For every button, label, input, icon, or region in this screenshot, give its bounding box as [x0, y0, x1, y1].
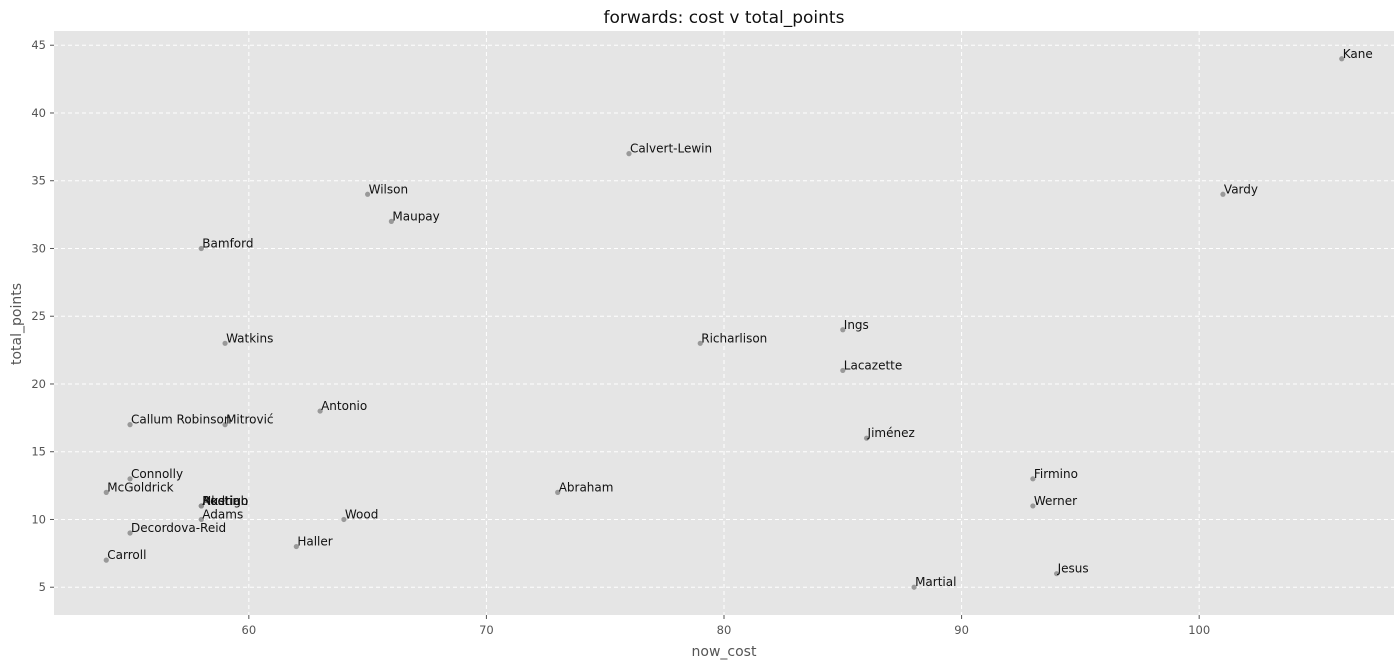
- point-label: Jesus: [1057, 562, 1089, 576]
- point-labels: Kane Calvert-Lewin Vardy Wilson Maupay Bamfor…: [107, 47, 1372, 589]
- scatter-point: [103, 557, 109, 563]
- y-axis-label: total_points: [9, 283, 25, 365]
- point-label: Jiménez: [867, 426, 915, 440]
- scatter-point: [293, 543, 299, 550]
- axis-ticks: 60 70 80 90 100 5 10 15 20 25 30 35 40 45: [31, 38, 1210, 637]
- point-label: Wilson: [369, 182, 408, 196]
- x-tick-label: 90: [954, 623, 969, 637]
- scatter-point: [863, 435, 870, 441]
- point-label: Haller: [297, 535, 332, 549]
- point-label: Bamford: [202, 236, 253, 250]
- scatter-point: [911, 584, 917, 590]
- scatter-point: [388, 218, 394, 224]
- point-label: Wood: [345, 507, 378, 521]
- point-label: Lacazette: [844, 358, 902, 372]
- scatter-point: [365, 191, 371, 197]
- point-label: Martial: [915, 575, 956, 589]
- y-tick-label: 5: [39, 580, 46, 594]
- x-tick-label: 80: [717, 623, 732, 637]
- point-label: Calvert-Lewin: [630, 142, 712, 156]
- point-label: Maupay: [392, 209, 439, 223]
- scatter-point: [1339, 56, 1345, 62]
- y-tick-label: 15: [31, 445, 46, 459]
- y-tick-label: 35: [31, 174, 46, 188]
- point-label: Vardy: [1224, 182, 1258, 196]
- scatter-point: [1030, 503, 1036, 509]
- point-label: Richarlison: [701, 331, 767, 345]
- point-label: Connolly: [131, 467, 183, 481]
- scatter-point: [222, 422, 228, 428]
- scatter-point: [127, 476, 133, 482]
- scatter-point: [103, 489, 109, 495]
- scatter-point: [222, 340, 228, 346]
- point-label: Adams: [202, 507, 243, 521]
- y-tick-label: 30: [31, 241, 46, 255]
- point-label: Ings: [844, 318, 869, 332]
- y-tick-label: 20: [31, 377, 46, 391]
- point-label: McGoldrick: [107, 480, 173, 494]
- point-label: Abraham: [559, 480, 614, 494]
- scatter-point: [697, 340, 703, 346]
- scatter-point: [1030, 476, 1036, 482]
- point-label: Werner: [1034, 494, 1077, 508]
- point-label: Watkins: [226, 331, 273, 345]
- y-tick-label: 45: [31, 38, 46, 52]
- x-tick-label: 70: [479, 623, 494, 637]
- scatter-point: [198, 245, 204, 252]
- point-label: Firmino: [1034, 467, 1078, 481]
- point-label: Antonio: [321, 399, 367, 413]
- point-label: Austin: [202, 494, 240, 508]
- y-tick-label: 10: [31, 512, 46, 526]
- scatter-point: [127, 530, 133, 536]
- x-tick-label: 100: [1188, 623, 1210, 637]
- scatter-point: [198, 503, 204, 509]
- scatter-point: [341, 516, 347, 523]
- y-tick-label: 25: [31, 309, 46, 323]
- scatter-point: [1220, 191, 1226, 197]
- scatter-point: [198, 516, 204, 523]
- scatter-point: [840, 327, 846, 333]
- chart-title: forwards: cost v total_points: [604, 8, 845, 28]
- scatter-point: [127, 422, 133, 428]
- scatter-point: [840, 367, 846, 374]
- point-label: Rodrigo: [202, 494, 248, 508]
- point-label: Decordova-Reid: [131, 521, 226, 535]
- point-label: Mitrović: [226, 413, 273, 427]
- point-label: Callum Robinson: [131, 413, 231, 427]
- scatter-point: [317, 408, 323, 414]
- x-tick-label: 60: [242, 623, 257, 637]
- grid-lines: [54, 31, 1394, 615]
- y-tick-label: 40: [31, 106, 46, 120]
- scatter-point: [1054, 571, 1060, 577]
- point-label: Carroll: [107, 548, 146, 562]
- point-label: Kane: [1343, 47, 1373, 61]
- scatter-point: [626, 151, 632, 157]
- data-points: [103, 56, 1345, 590]
- point-label: Nketiah: [202, 494, 248, 508]
- x-axis-label: now_cost: [692, 644, 757, 660]
- scatter-point: [555, 489, 561, 495]
